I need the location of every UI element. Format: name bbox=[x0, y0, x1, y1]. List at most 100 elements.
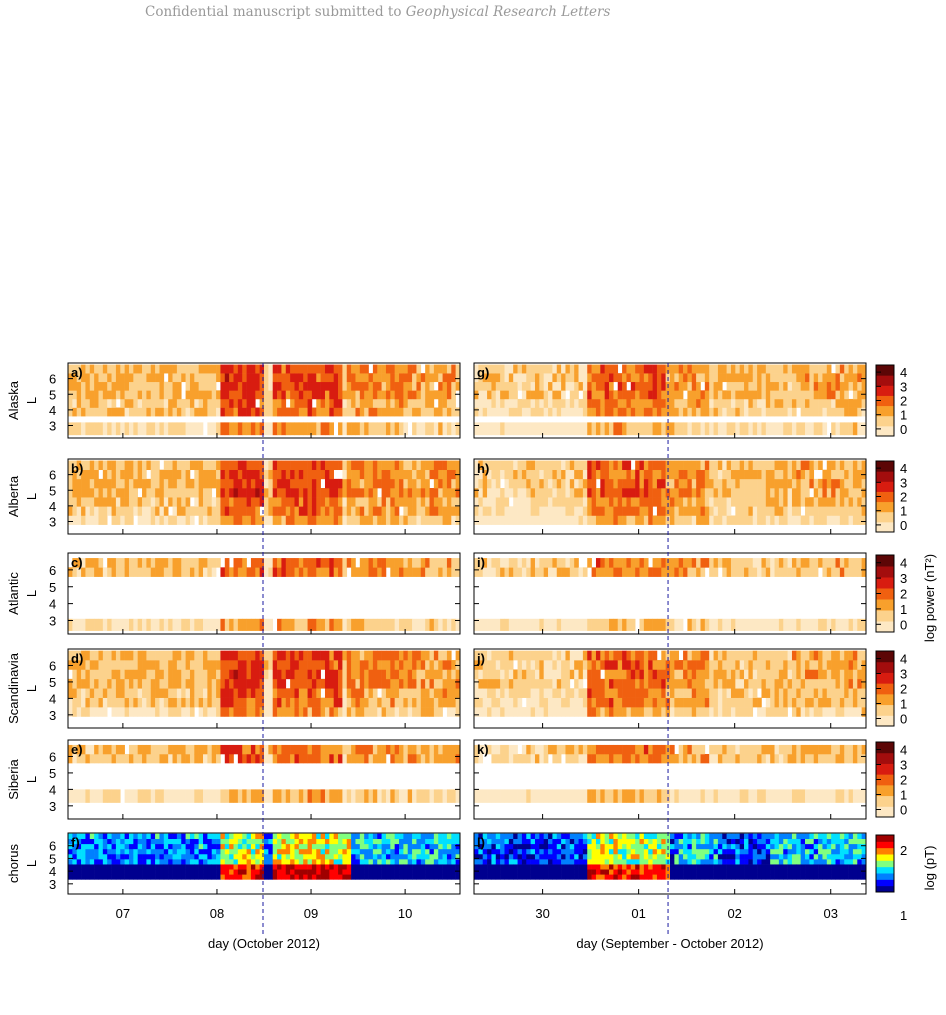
heatmap-cell bbox=[425, 853, 430, 860]
heatmap-cell bbox=[478, 678, 484, 689]
heatmap-cell bbox=[264, 478, 269, 489]
heatmap-cell bbox=[172, 660, 178, 670]
heatmap-cell bbox=[852, 469, 858, 480]
heatmap-cell bbox=[491, 650, 497, 661]
heatmap-cell bbox=[394, 843, 400, 850]
heatmap-cell bbox=[242, 618, 247, 631]
heatmap-cell bbox=[320, 558, 326, 568]
heatmap-cell bbox=[839, 497, 845, 507]
heatmap-cell bbox=[385, 364, 391, 374]
heatmap-cell bbox=[333, 488, 339, 498]
heatmap-cell bbox=[211, 398, 217, 408]
heatmap-cell bbox=[735, 497, 740, 507]
heatmap-cell bbox=[722, 488, 727, 498]
heatmap-cell bbox=[203, 497, 208, 507]
heatmap-cell bbox=[617, 469, 623, 480]
heatmap-cell bbox=[652, 460, 658, 471]
heatmap-cell bbox=[294, 478, 300, 489]
heatmap-cell bbox=[530, 497, 536, 507]
heatmap-cell bbox=[704, 469, 710, 480]
heatmap-cell bbox=[770, 497, 775, 507]
heatmap-cell bbox=[311, 848, 317, 855]
heatmap-cell bbox=[857, 460, 862, 471]
heatmap-cell bbox=[307, 869, 313, 875]
heatmap-cell bbox=[543, 688, 549, 698]
heatmap-cell bbox=[338, 874, 343, 880]
heatmap-cell bbox=[425, 848, 430, 855]
heatmap-cell bbox=[181, 506, 186, 516]
heatmap-cell bbox=[390, 478, 395, 489]
heatmap-cell bbox=[433, 853, 439, 860]
heatmap-cell bbox=[85, 515, 91, 525]
heatmap-cell bbox=[826, 407, 832, 417]
heatmap-cell bbox=[438, 469, 443, 480]
heatmap-cell bbox=[102, 469, 108, 480]
heatmap-cell bbox=[150, 478, 156, 489]
heatmap-cell bbox=[455, 688, 461, 698]
heatmap-cell bbox=[355, 848, 361, 855]
heatmap-cell bbox=[491, 469, 497, 480]
heatmap-cell bbox=[359, 660, 365, 670]
heatmap-cell bbox=[216, 707, 221, 717]
heatmap-cell bbox=[425, 859, 430, 865]
heatmap-cell bbox=[250, 688, 256, 698]
heatmap-cell bbox=[342, 422, 348, 436]
heatmap-cell bbox=[407, 381, 413, 391]
heatmap-cell bbox=[394, 874, 400, 880]
heatmap-cell bbox=[857, 558, 862, 568]
heatmap-cell bbox=[163, 843, 169, 850]
heatmap-cell bbox=[285, 697, 291, 708]
heatmap-cell bbox=[198, 422, 204, 436]
heatmap-cell bbox=[246, 469, 252, 480]
heatmap-cell bbox=[844, 618, 849, 631]
heatmap-cell bbox=[277, 833, 282, 840]
heatmap-cell bbox=[552, 364, 558, 374]
heatmap-cell bbox=[277, 497, 282, 507]
heatmap-cell bbox=[294, 497, 300, 507]
heatmap-cell bbox=[355, 373, 361, 383]
heatmap-cell bbox=[85, 744, 91, 755]
heatmap-cell bbox=[372, 650, 378, 661]
heatmap-cell bbox=[111, 488, 117, 498]
heatmap-cell bbox=[76, 707, 82, 717]
heatmap-cell bbox=[211, 789, 217, 803]
heatmap-cell bbox=[429, 407, 435, 417]
heatmap-cell bbox=[530, 460, 536, 471]
heatmap-cell bbox=[189, 843, 195, 850]
heatmap-cell bbox=[381, 506, 387, 516]
heatmap-cell bbox=[120, 558, 125, 568]
heatmap-cell bbox=[765, 364, 771, 374]
heatmap-cell bbox=[451, 515, 456, 525]
heatmap-cell bbox=[159, 422, 165, 436]
heatmap-cell bbox=[181, 497, 186, 507]
heatmap-cell bbox=[216, 488, 221, 498]
heatmap-cell bbox=[68, 859, 73, 865]
heatmap-cell bbox=[307, 753, 313, 764]
heatmap-cell bbox=[556, 373, 562, 383]
heatmap-cell bbox=[539, 515, 544, 525]
heatmap-cell bbox=[168, 488, 173, 498]
heatmap-cell bbox=[81, 364, 86, 374]
heatmap-cell bbox=[89, 618, 95, 631]
heatmap-cell bbox=[517, 407, 523, 417]
heatmap-cell bbox=[329, 859, 334, 865]
heatmap-cell bbox=[351, 838, 356, 845]
heatmap-cell bbox=[643, 469, 649, 480]
heatmap-cell bbox=[133, 869, 138, 875]
heatmap-cell bbox=[613, 506, 619, 516]
heatmap-cell bbox=[381, 869, 387, 875]
heatmap-cell bbox=[220, 407, 226, 417]
heatmap-cell bbox=[107, 506, 112, 516]
heatmap-cell bbox=[543, 678, 549, 689]
heatmap-cell bbox=[211, 497, 217, 507]
heatmap-cell bbox=[242, 833, 247, 840]
heatmap-cell bbox=[407, 390, 413, 400]
heatmap-cell bbox=[521, 469, 527, 480]
heatmap-cell bbox=[385, 678, 391, 689]
heatmap-cell bbox=[359, 707, 365, 717]
heatmap-cell bbox=[761, 381, 767, 391]
heatmap-cell bbox=[255, 864, 260, 870]
heatmap-cell bbox=[85, 843, 91, 850]
heatmap-cell bbox=[137, 753, 143, 764]
heatmap-cell bbox=[730, 567, 736, 577]
